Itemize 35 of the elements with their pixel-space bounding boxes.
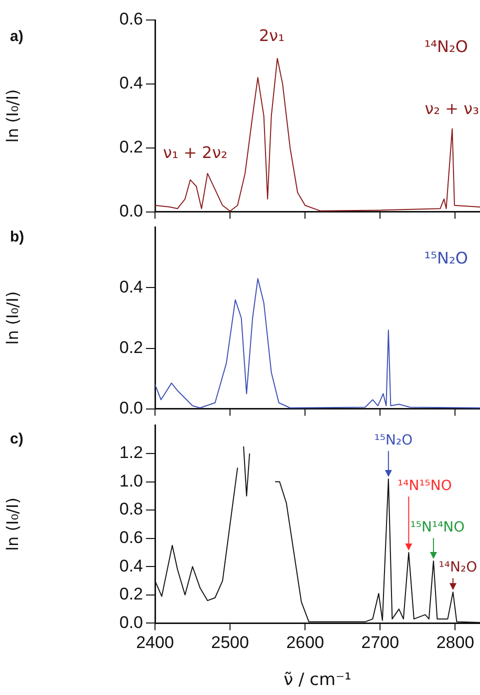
y-tick-label: 1.0 xyxy=(119,471,143,490)
y-tick-label: 0.0 xyxy=(119,201,143,220)
y-tick-label: 0.8 xyxy=(119,500,143,519)
y-tick-label: 0.6 xyxy=(119,10,143,29)
annotation: ν₂ + ν₃ xyxy=(424,99,479,118)
y-tick-label: 0.6 xyxy=(119,528,143,548)
annotation: ¹⁵N¹⁴NO xyxy=(410,520,465,536)
y-tick-label: 0.4 xyxy=(119,74,143,93)
annotation: ¹⁴N₂O xyxy=(424,37,468,56)
text: a) xyxy=(10,28,24,46)
x-tick-label: 2700 xyxy=(361,633,400,652)
annotation: ¹⁵N₂O xyxy=(424,248,468,268)
annotation: ¹⁵N₂O xyxy=(374,432,413,449)
text: b) xyxy=(10,228,24,246)
y-axis-title: ln (I₀/I) xyxy=(2,291,22,345)
annotation: ¹⁴N₂O xyxy=(438,560,478,576)
x-tick-label: 2400 xyxy=(136,633,174,652)
text: c) xyxy=(10,430,24,448)
y-tick-label: 1.2 xyxy=(119,443,143,462)
annotation: ¹⁴N¹⁵NO xyxy=(397,478,452,494)
x-tick-label: 2500 xyxy=(211,633,249,652)
y-tick-label: 0.2 xyxy=(119,338,143,357)
y-tick-label: 0.4 xyxy=(119,277,143,296)
y-axis-title: ln (I₀/I) xyxy=(2,497,22,551)
y-tick-label: 0.4 xyxy=(119,556,143,576)
x-tick-label: 2600 xyxy=(286,633,324,652)
y-axis-title: ln (I₀/I) xyxy=(2,89,22,143)
y-tick-label: 0.2 xyxy=(119,584,143,604)
annotation: 2ν₁ xyxy=(259,26,285,46)
x-axis-title: ν̃ / cm⁻¹ xyxy=(284,670,352,690)
y-tick-label: 0.0 xyxy=(119,612,143,632)
x-tick-label: 2800 xyxy=(436,633,474,652)
y-tick-label: 0.0 xyxy=(119,398,143,418)
annotation: ν₁ + 2ν₂ xyxy=(163,143,228,162)
y-tick-label: 0.2 xyxy=(119,138,143,157)
